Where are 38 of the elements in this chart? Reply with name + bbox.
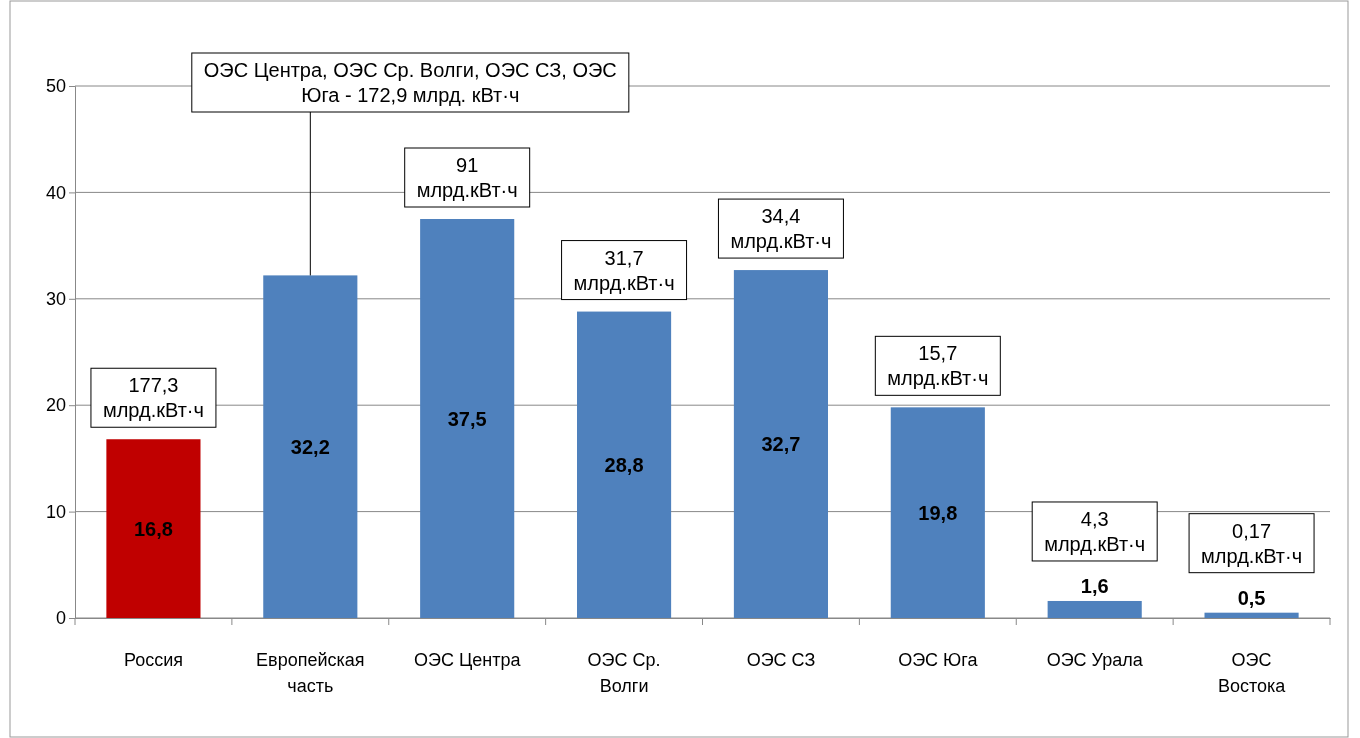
data-label: 32,7 (761, 433, 801, 456)
bar (890, 407, 985, 618)
x-tick-label: ОЭС Юга (898, 650, 979, 670)
data-label: 1,6 (1080, 574, 1109, 597)
annotation: 15,7 млрд.кВт·ч (887, 342, 989, 390)
y-tick-label: 0 (55, 608, 66, 629)
annotation: 0,17 млрд.кВт·ч (1201, 519, 1303, 567)
data-label: 16,8 (133, 517, 173, 540)
data-label: 37,5 (447, 407, 487, 430)
y-tick-label: 40 (45, 182, 66, 203)
x-tick-label: Европейская часть (256, 650, 365, 696)
annotation: 91 млрд.кВт·ч (416, 154, 518, 201)
bar (263, 275, 358, 618)
y-tick-label: 30 (45, 289, 66, 310)
y-tick-label: 50 (45, 76, 66, 97)
data-label: 0,5 (1237, 586, 1266, 609)
data-label: 19,8 (918, 501, 958, 524)
data-label: 32,2 (290, 435, 330, 458)
annotation: 31,7 млрд.кВт·ч (573, 246, 675, 294)
bar (1204, 612, 1299, 618)
annotation: 4,3 млрд.кВт·ч (1044, 507, 1146, 555)
x-tick-label: ОЭС Ср. Волги (587, 650, 661, 696)
y-tick-label: 10 (45, 501, 66, 522)
bar (106, 439, 201, 618)
annotation: 177,3 млрд.кВт·ч (102, 374, 204, 422)
x-tick-label: ОЭС Урала (1046, 650, 1144, 670)
bar (733, 270, 828, 618)
x-tick-label: Россия (123, 650, 183, 670)
bar (1047, 600, 1142, 618)
bar (420, 219, 515, 618)
x-tick-label: ОЭС Востока (1217, 650, 1287, 696)
y-tick-label: 20 (45, 395, 66, 416)
annotation: ОЭС Центра, ОЭС Ср. Волги, ОЭС СЗ, ОЭС Юга - 172,9 млрд. кВт·ч (203, 59, 617, 106)
annotation: 34,4 млрд.кВт·ч (730, 205, 832, 253)
data-label: 28,8 (604, 453, 644, 476)
bar (577, 311, 672, 618)
x-tick-label: ОЭС СЗ (746, 650, 816, 670)
x-tick-label: ОЭС Центра (413, 650, 522, 670)
